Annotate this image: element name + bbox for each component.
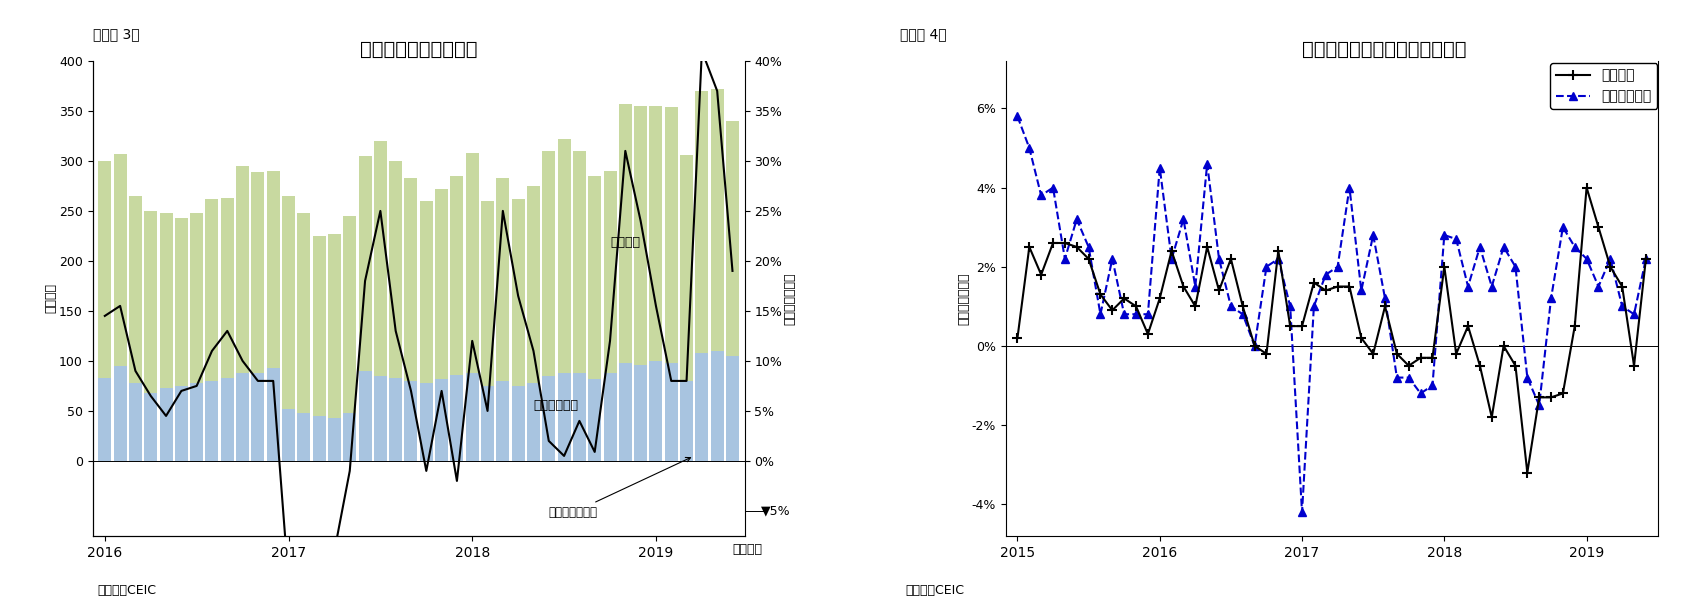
Bar <box>619 363 631 461</box>
Bar <box>328 418 341 461</box>
Y-axis label: （万人）: （万人） <box>44 283 57 314</box>
Text: 訪問者数: 訪問者数 <box>609 236 639 249</box>
Bar <box>114 366 126 461</box>
Bar <box>695 91 708 461</box>
Bar <box>190 213 204 461</box>
Bar <box>725 121 738 461</box>
Bar <box>283 409 294 461</box>
Bar <box>404 381 417 461</box>
Bar <box>680 155 693 461</box>
Bar <box>298 413 309 461</box>
Text: ▼5%: ▼5% <box>760 504 791 518</box>
Bar <box>343 216 357 461</box>
Bar <box>542 151 555 461</box>
Bar <box>419 201 432 461</box>
Bar <box>328 234 341 461</box>
Bar <box>313 236 325 461</box>
Bar <box>358 371 372 461</box>
Bar <box>404 178 417 461</box>
Bar <box>604 373 616 461</box>
Legend: 雇用者数, 月額平均給与: 雇用者数, 月額平均給与 <box>1549 63 1657 109</box>
Bar <box>145 393 156 461</box>
Bar <box>436 379 447 461</box>
Bar <box>298 213 309 461</box>
Bar <box>695 353 708 461</box>
Bar <box>649 106 663 461</box>
Title: タイの外国人観光客数: タイの外国人観光客数 <box>360 40 478 59</box>
Bar <box>587 379 600 461</box>
Bar <box>542 376 555 461</box>
Bar <box>634 365 648 461</box>
Bar <box>175 386 188 461</box>
Bar <box>373 141 387 461</box>
Bar <box>130 383 141 461</box>
Bar <box>511 199 525 461</box>
Text: （図表 3）: （図表 3） <box>93 27 140 41</box>
Bar <box>557 139 570 461</box>
Bar <box>572 373 585 461</box>
Bar <box>526 383 540 461</box>
Bar <box>160 213 173 461</box>
Text: （資料）CEIC: （資料）CEIC <box>98 584 156 597</box>
Bar <box>205 381 219 461</box>
Bar <box>220 198 234 461</box>
Bar <box>496 381 510 461</box>
Bar <box>604 171 616 461</box>
Bar <box>511 386 525 461</box>
Bar <box>710 89 723 461</box>
Bar <box>235 166 249 461</box>
Bar <box>436 189 447 461</box>
Text: （うち中国）: （うち中国） <box>533 399 579 412</box>
Bar <box>205 199 219 461</box>
Bar <box>145 211 156 461</box>
Bar <box>664 107 678 461</box>
Bar <box>343 413 357 461</box>
Bar <box>680 381 693 461</box>
Bar <box>481 386 495 461</box>
Bar <box>572 151 585 461</box>
Bar <box>389 378 402 461</box>
Bar <box>634 106 648 461</box>
Bar <box>190 383 204 461</box>
Text: （月次）: （月次） <box>732 543 762 556</box>
Text: （資料）CEIC: （資料）CEIC <box>905 584 964 597</box>
Bar <box>664 363 678 461</box>
Bar <box>98 378 111 461</box>
Bar <box>373 376 387 461</box>
Bar <box>313 416 325 461</box>
Bar <box>220 378 234 461</box>
Bar <box>114 154 126 461</box>
Y-axis label: （前年同月比）: （前年同月比） <box>784 272 796 325</box>
Bar <box>175 218 188 461</box>
Bar <box>619 104 631 461</box>
Text: 伸び率（右軸）: 伸び率（右軸） <box>548 457 690 519</box>
Bar <box>481 201 495 461</box>
Bar <box>725 356 738 461</box>
Bar <box>389 161 402 461</box>
Bar <box>466 153 478 461</box>
Y-axis label: （前年同月比）: （前年同月比） <box>957 272 969 325</box>
Bar <box>283 196 294 461</box>
Bar <box>710 351 723 461</box>
Bar <box>266 368 279 461</box>
Bar <box>358 156 372 461</box>
Title: タイ　雇用者数と月額平均給与: タイ 雇用者数と月額平均給与 <box>1300 40 1465 59</box>
Bar <box>251 172 264 461</box>
Bar <box>451 176 463 461</box>
Bar <box>160 388 173 461</box>
Bar <box>266 171 279 461</box>
Bar <box>466 373 478 461</box>
Bar <box>251 373 264 461</box>
Bar <box>419 383 432 461</box>
Bar <box>235 373 249 461</box>
Bar <box>496 178 510 461</box>
Text: （図表 4）: （図表 4） <box>900 27 947 41</box>
Bar <box>526 186 540 461</box>
Bar <box>130 196 141 461</box>
Bar <box>98 161 111 461</box>
Bar <box>649 361 663 461</box>
Bar <box>587 176 600 461</box>
Bar <box>451 375 463 461</box>
Bar <box>557 373 570 461</box>
